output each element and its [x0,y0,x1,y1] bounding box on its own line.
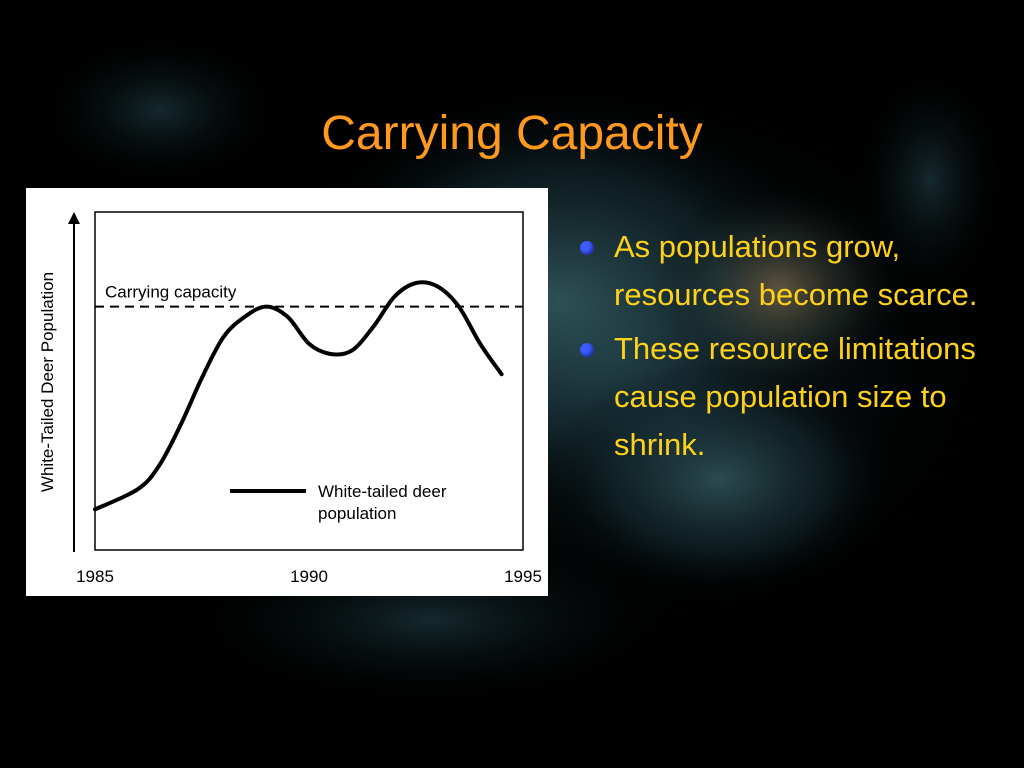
bullet-text: These resource limitations cause populat… [614,331,976,462]
legend-label: White-tailed deer population [318,482,447,523]
plot-frame [94,211,524,551]
bullet-marker-icon [580,241,594,255]
deer-population-chart: White-Tailed Deer Population 1985 1990 199… [38,211,542,586]
chart-panel: White-Tailed Deer Population 1985 1990 199… [26,188,548,596]
deer-population-line [93,280,504,512]
x-tick-label: 1985 [76,567,114,586]
carrying-capacity-label: Carrying capacity [105,283,237,302]
bullet-item: These resource limitations cause populat… [578,325,998,469]
x-tick-label: 1990 [290,567,328,586]
bullet-list: As populations grow, resources become sc… [578,223,998,475]
y-axis-label: White-Tailed Deer Population [38,272,57,492]
x-tick-label: 1995 [504,567,542,586]
slide-title: Carrying Capacity [321,107,703,160]
bullet-text: As populations grow, resources become sc… [614,229,978,312]
bullet-marker-icon [580,343,594,357]
bullet-item: As populations grow, resources become sc… [578,223,998,319]
